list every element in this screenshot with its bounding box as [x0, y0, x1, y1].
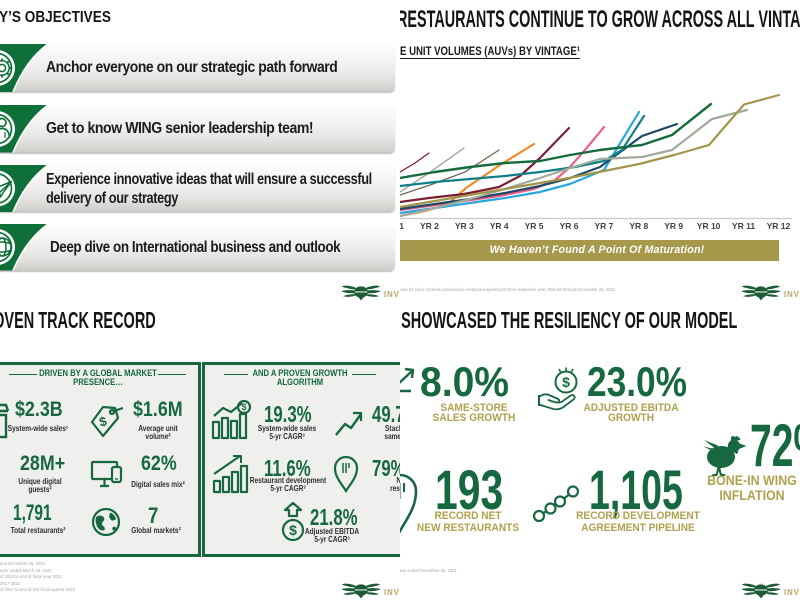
svg-text:$: $: [98, 413, 109, 429]
svg-text:YR 11: YR 11: [732, 221, 755, 231]
svg-text:YR 12: YR 12: [767, 221, 791, 231]
svg-text:YR 7: YR 7: [594, 221, 613, 231]
svg-text:YR 5: YR 5: [525, 221, 544, 231]
svg-text:YR 9: YR 9: [664, 221, 683, 231]
svg-text:YR 8: YR 8: [629, 221, 648, 231]
svg-text:YR 2: YR 2: [420, 221, 439, 231]
svg-text:$: $: [289, 522, 297, 538]
svg-text:YR 1: YR 1: [400, 221, 404, 231]
svg-text:$: $: [241, 402, 246, 412]
svg-text:YR 6: YR 6: [560, 221, 579, 231]
svg-text:YR 10: YR 10: [697, 221, 721, 231]
svg-text:YR 3: YR 3: [455, 221, 474, 231]
svg-text:YR 4: YR 4: [490, 221, 509, 231]
svg-text:$: $: [562, 374, 570, 390]
